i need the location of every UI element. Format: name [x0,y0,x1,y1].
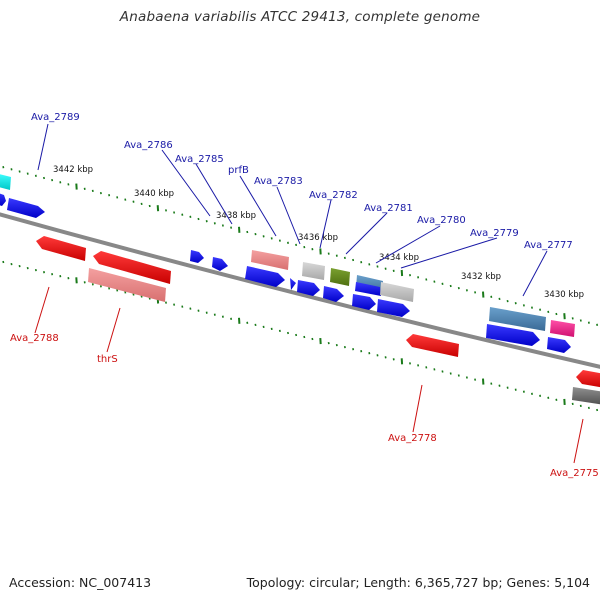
topology-text: Topology: circular; Length: 6,365,727 bp… [246,575,590,590]
gene-label[interactable]: Ava_2780 [417,215,466,226]
top-gene-labels: Ava_2789 Ava_2786 Ava_2785 prfB Ava_2783… [31,112,573,251]
kbp-label: 3436 kbp [298,233,338,243]
gene-arrow-gray[interactable] [302,262,325,280]
gene-arrow-red[interactable] [406,334,459,357]
kbp-label: 3430 kbp [544,290,584,300]
gene-arrow-red[interactable] [93,251,171,284]
gene-label[interactable]: Ava_2775 [550,468,599,479]
kbp-label: 3438 kbp [216,211,256,221]
genome-backbone [0,212,600,369]
accession-text: Accession: NC_007413 [9,575,152,590]
gene-arrow[interactable] [290,278,296,290]
gene-arrow-magenta[interactable] [550,320,575,337]
ruler-bottom [2,260,599,412]
gene-arrow-pink[interactable] [251,250,289,270]
gene-label[interactable]: Ava_2781 [364,203,413,214]
gene-arrow-red[interactable] [576,370,600,388]
forward-strand-genes [0,173,575,353]
gene-arrow[interactable] [352,294,376,310]
gene-arrow[interactable] [377,299,410,317]
kbp-label: 3432 kbp [461,272,501,282]
gene-label[interactable]: Ava_2778 [388,433,437,444]
gene-label[interactable]: Ava_2788 [10,333,59,344]
kbp-label: 3434 kbp [379,253,419,263]
gene-arrow-red[interactable] [36,236,86,261]
gene-arrow-olive[interactable] [330,268,350,286]
map-title: Anabaena variabilis ATCC 29413, complete… [119,9,481,25]
kbp-label: 3442 kbp [53,165,93,175]
bottom-leader-lines [34,286,584,464]
gene-arrow[interactable] [355,282,381,296]
gene-arrow-steel[interactable] [489,307,546,331]
gene-arrow[interactable] [190,250,204,263]
gene-label[interactable]: Ava_2789 [31,112,80,123]
kbp-labels: 3442 kbp 3440 kbp 3438 kbp 3436 kbp 3434… [53,165,584,300]
gene-arrow-pink[interactable] [88,268,166,302]
kbp-label: 3440 kbp [134,189,174,199]
gene-arrow[interactable] [486,324,540,346]
gene-label[interactable]: Ava_2777 [524,240,573,251]
bottom-gene-labels: Ava_2788 thrS Ava_2778 Ava_2775 [10,333,599,479]
gene-label[interactable]: Ava_2779 [470,228,519,239]
gene-arrow-cyan[interactable] [0,173,11,190]
gene-arrow[interactable] [245,266,285,287]
reverse-strand-genes [36,236,600,405]
gene-arrow[interactable] [7,198,45,218]
gene-arrow-dark[interactable] [572,387,600,405]
top-leader-lines [37,123,548,297]
gene-label[interactable]: Ava_2783 [254,176,303,187]
gene-arrow[interactable] [0,192,6,206]
ruler-top [2,166,599,326]
gene-arrow[interactable] [212,257,228,271]
gene-label[interactable]: Ava_2782 [309,190,358,201]
gene-label[interactable]: Ava_2786 [124,140,173,151]
gene-arrow[interactable] [547,337,571,353]
gene-arrow-gray[interactable] [380,282,414,302]
gene-arrow[interactable] [297,280,320,296]
gene-label[interactable]: thrS [97,354,118,365]
gene-label[interactable]: Ava_2785 [175,154,224,165]
gene-label[interactable]: prfB [228,165,249,176]
gene-arrow[interactable] [323,286,344,302]
